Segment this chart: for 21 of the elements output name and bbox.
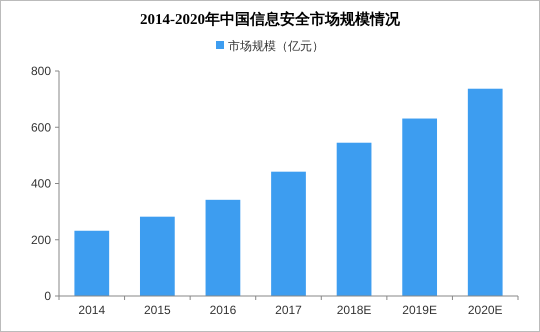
y-tick-label: 0 (44, 289, 52, 303)
x-tick-label: 2014 (78, 303, 106, 317)
chart-title: 2014-2020年中国信息安全市场规模情况 (140, 10, 401, 28)
y-tick-label: 600 (30, 120, 52, 134)
x-tick-label: 2019E (402, 303, 437, 317)
bar (336, 142, 372, 296)
x-tick-label: 2017 (275, 303, 302, 317)
bar (74, 230, 110, 296)
legend-label: 市场规模（亿元） (228, 39, 324, 53)
x-tick-label: 2020E (468, 303, 503, 317)
y-tick-label: 200 (30, 232, 52, 247)
bar (206, 200, 240, 296)
bar (140, 216, 175, 296)
x-tick-label: 2016 (210, 303, 237, 317)
bar (271, 172, 306, 296)
y-tick-label: 800 (30, 64, 52, 78)
x-tick-label: 2018E (336, 303, 372, 317)
y-tick-label: 400 (30, 176, 52, 190)
x-tick-label: 2015 (144, 303, 172, 317)
bar (402, 118, 438, 296)
bar (468, 88, 503, 296)
